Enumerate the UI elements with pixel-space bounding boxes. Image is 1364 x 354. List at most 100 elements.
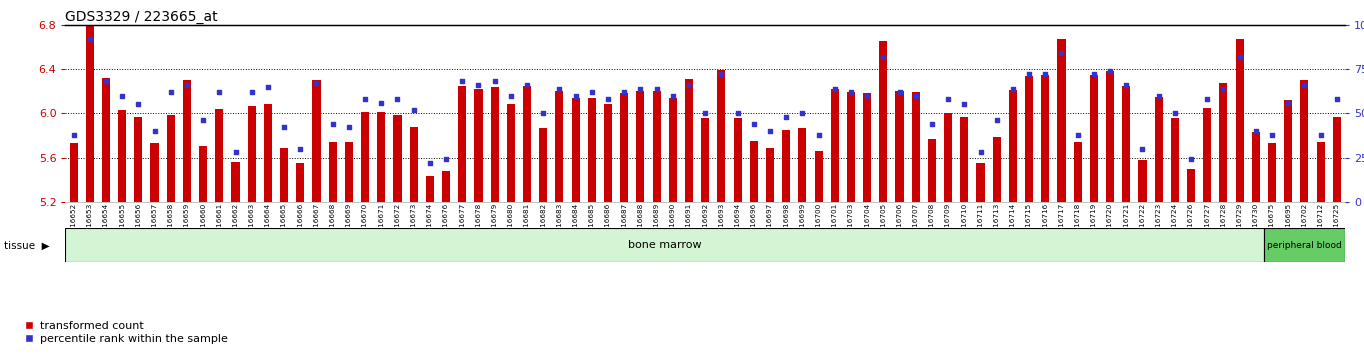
Point [402, 107, 424, 113]
Bar [1252, 132, 1260, 202]
Bar [150, 143, 158, 202]
Point [127, 102, 149, 107]
Point [532, 110, 554, 116]
Bar [248, 105, 256, 202]
Point [371, 100, 393, 105]
Bar [863, 93, 872, 202]
Point [986, 118, 1008, 123]
Point [1132, 146, 1154, 152]
Point [662, 93, 683, 98]
Point [112, 93, 134, 98]
Point [807, 132, 829, 137]
Point [888, 89, 910, 95]
Point [921, 121, 943, 127]
Point [484, 79, 506, 84]
Point [581, 89, 603, 95]
Bar [216, 109, 224, 202]
Point [1245, 128, 1267, 134]
Point [192, 118, 214, 123]
Point [516, 82, 537, 88]
Point [435, 156, 457, 162]
Bar [767, 148, 773, 202]
Point [1099, 68, 1121, 74]
Bar [312, 80, 321, 202]
Bar [1090, 75, 1098, 202]
Point [840, 89, 862, 95]
Point [95, 79, 117, 84]
Point [743, 121, 765, 127]
Bar [896, 91, 903, 202]
Bar [1264, 228, 1345, 262]
Bar [831, 89, 839, 202]
Bar [426, 176, 434, 202]
Bar [409, 127, 417, 202]
Bar [134, 116, 142, 202]
Bar [701, 118, 709, 202]
Point [678, 82, 700, 88]
Bar [928, 139, 936, 202]
Point [322, 121, 344, 127]
Point [79, 36, 101, 42]
Bar [1026, 76, 1033, 202]
Bar [539, 128, 547, 202]
Point [645, 86, 667, 91]
Bar [652, 91, 660, 202]
Bar [199, 147, 207, 202]
Bar [750, 141, 758, 202]
Bar [1284, 100, 1292, 202]
Bar [1170, 118, 1178, 202]
Bar [685, 79, 693, 202]
Bar [1073, 142, 1082, 202]
Bar [378, 112, 386, 202]
Bar [1203, 108, 1211, 202]
Bar [1219, 84, 1228, 202]
Bar [782, 130, 790, 202]
Bar [798, 128, 806, 202]
Bar [1041, 75, 1049, 202]
Point [1293, 82, 1315, 88]
Bar [491, 87, 499, 202]
Point [1277, 100, 1299, 105]
Point [143, 128, 165, 134]
Point [1196, 96, 1218, 102]
Point [953, 102, 975, 107]
Bar [263, 104, 271, 202]
Bar [668, 98, 677, 202]
Point [209, 89, 231, 95]
Point [1003, 86, 1024, 91]
Bar [1106, 71, 1114, 202]
Bar [1009, 90, 1018, 202]
Point [857, 93, 878, 98]
Point [1083, 72, 1105, 77]
Point [501, 93, 522, 98]
Point [873, 54, 895, 59]
Bar [1269, 143, 1277, 202]
Bar [296, 163, 304, 202]
Point [694, 110, 716, 116]
Point [1034, 72, 1056, 77]
Bar [119, 110, 127, 202]
Point [451, 79, 473, 84]
Point [1050, 50, 1072, 56]
Point [1213, 86, 1234, 91]
Bar [280, 148, 288, 202]
Point [824, 86, 846, 91]
Legend: transformed count, percentile rank within the sample: transformed count, percentile rank withi… [19, 316, 233, 348]
Bar [572, 98, 580, 202]
Bar [1123, 86, 1131, 202]
Bar [637, 91, 644, 202]
Bar [507, 104, 514, 202]
Point [775, 114, 797, 120]
Bar [977, 163, 985, 202]
Point [289, 146, 311, 152]
Bar [717, 70, 726, 202]
Point [597, 96, 619, 102]
Bar [993, 137, 1001, 202]
Point [937, 96, 959, 102]
Bar [911, 92, 919, 202]
Bar [1139, 160, 1147, 202]
Text: peripheral blood: peripheral blood [1267, 241, 1342, 250]
Point [791, 110, 813, 116]
Point [727, 110, 749, 116]
Point [1147, 93, 1169, 98]
